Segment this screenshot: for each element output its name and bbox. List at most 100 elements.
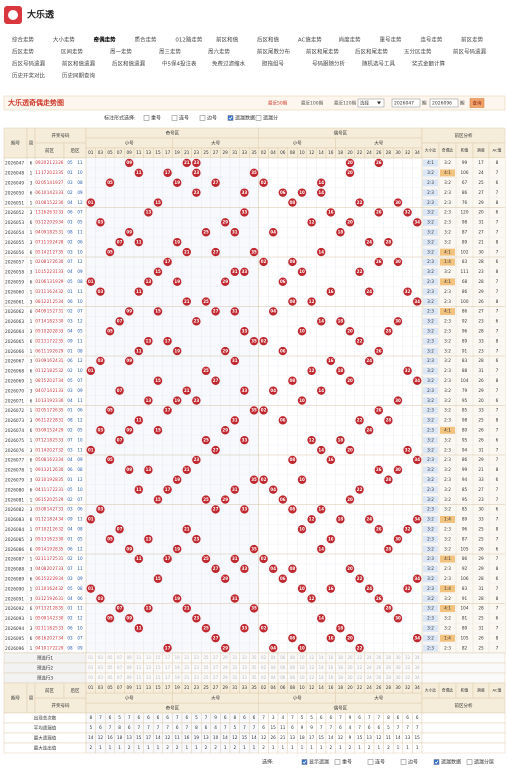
hit-number: 16 [328,536,334,541]
hit-number: 10 [299,398,305,403]
nav-link[interactable]: 尚度走势 [339,36,362,44]
hit-ball [173,237,182,247]
query-button[interactable] [469,98,485,108]
nav-link[interactable]: 号码跟随分析 [312,60,346,68]
hit-number: 12 [309,220,315,225]
stats-value: 1 [291,745,294,750]
hit-number: 34 [414,220,420,225]
hit-number: 31 [232,596,238,601]
front-number: 29 [58,348,64,353]
week: 6 [30,339,33,345]
hit-ball [278,277,287,286]
nav-link[interactable]: 随机选号工具 [362,60,396,68]
nav-link[interactable]: 奇偶走势 [94,36,117,44]
checkbox[interactable] [199,115,206,121]
nav-link[interactable]: 中5保4投注表 [162,60,197,68]
hit-number: 26 [376,408,382,413]
from-input[interactable] [391,98,421,108]
issue: 2026049 [5,180,24,186]
nav-link[interactable]: 历史开奖对比 [12,72,46,80]
nav-link[interactable]: 周一走势 [110,48,133,56]
week: 3 [30,210,33,216]
checkbox[interactable] [433,759,440,765]
analysis-value: 29 [478,556,484,561]
checkbox[interactable] [367,759,374,765]
front-number: 30 [58,536,64,541]
front-number: 17 [47,408,53,413]
checkbox[interactable] [255,115,262,121]
nav-link[interactable]: 免费过滤缩水 [212,60,246,68]
hit-ball [355,336,364,346]
nav-link[interactable]: 五分区走势 [404,48,432,56]
ratio-cell [423,466,438,474]
preselect-number: 06 [280,675,286,680]
hit-ball [259,624,268,633]
nav-link[interactable]: 大小走势 [53,36,76,44]
preselect-number: 03 [98,665,104,670]
checkbox[interactable] [334,759,341,765]
hit-ball [134,168,143,178]
analysis-value: 2:3 [427,200,434,205]
nav-link[interactable]: 周三走势 [159,48,182,56]
header-draw: 开奖号码 [52,132,70,139]
nav-link[interactable]: 综合走势 [12,36,35,44]
range-option[interactable]: 最近120期 [334,100,357,107]
range-option[interactable]: 最近100期 [301,100,324,107]
nav-link[interactable]: 历史同期查询 [62,72,96,80]
nav-link[interactable]: 012路走势 [175,36,202,44]
nav-link[interactable]: 前区和尾走势 [306,48,340,56]
hit-ball [115,386,124,395]
ratio-cell [440,515,455,523]
nav-link[interactable]: 前区和值遗漏 [62,60,96,68]
ratio-cell [440,426,455,434]
checkbox[interactable] [143,115,150,121]
hit-ball [345,376,355,385]
nav-link[interactable]: 区间走势 [61,48,84,56]
front-number: 14 [47,180,53,185]
nav-link[interactable]: 胆拖组号 [262,60,285,68]
issue: 2026068 [5,369,24,375]
nav-link[interactable]: 后区号码遗漏 [12,60,46,68]
checkbox[interactable] [227,115,234,121]
checkbox[interactable] [466,759,473,765]
checkbox[interactable] [400,759,407,765]
nav-link[interactable]: 重号走势 [380,36,403,44]
nav-link[interactable]: 质合走势 [135,36,158,44]
range-option[interactable]: 最近50期 [268,100,288,107]
hit-ball [163,168,172,178]
hit-ball [249,475,259,484]
nav-link[interactable]: 前区尾数分布 [257,48,291,56]
analysis-value: 99 [462,467,468,472]
nav-link[interactable]: 奖式金额计算 [412,60,446,68]
analysis-value: 2:3 [427,190,434,195]
hit-ball [307,297,316,306]
nav-link[interactable]: 连号走势 [420,36,443,44]
nav-link[interactable]: 周六走势 [208,48,231,56]
to-input[interactable] [429,98,459,108]
stats-value: 6 [185,715,188,720]
checkbox[interactable] [171,115,178,121]
select-box[interactable] [357,98,385,108]
column-number: 01 [88,685,94,690]
nav-link[interactable]: 前区和值 [216,36,239,44]
hit-ball [182,247,191,257]
nav-link[interactable]: 前区走势 [461,36,484,44]
column-number: 30 [395,685,401,690]
front-number: 08 [41,200,47,205]
nav-link[interactable]: 后区走势 [12,48,35,56]
nav-link[interactable]: 后区和值遗漏 [112,60,146,68]
analysis-value: 23 [478,348,484,353]
hit-number: 23 [194,457,200,462]
stats-value: 7 [185,725,188,730]
hit-ball [134,237,143,247]
nav-link[interactable]: 后区和尾走势 [355,48,389,56]
nav-link[interactable]: 前区号码遗漏 [453,48,487,56]
analysis-value: 100 [461,299,469,304]
nav-link[interactable]: AC值走势 [298,36,323,44]
hit-number: 24 [366,586,372,591]
hit-ball [221,495,230,504]
stats-value: 8 [387,715,390,720]
checkbox[interactable] [301,759,308,765]
nav-link[interactable]: 后区和值 [257,36,280,44]
stats-value: 7 [329,725,332,730]
